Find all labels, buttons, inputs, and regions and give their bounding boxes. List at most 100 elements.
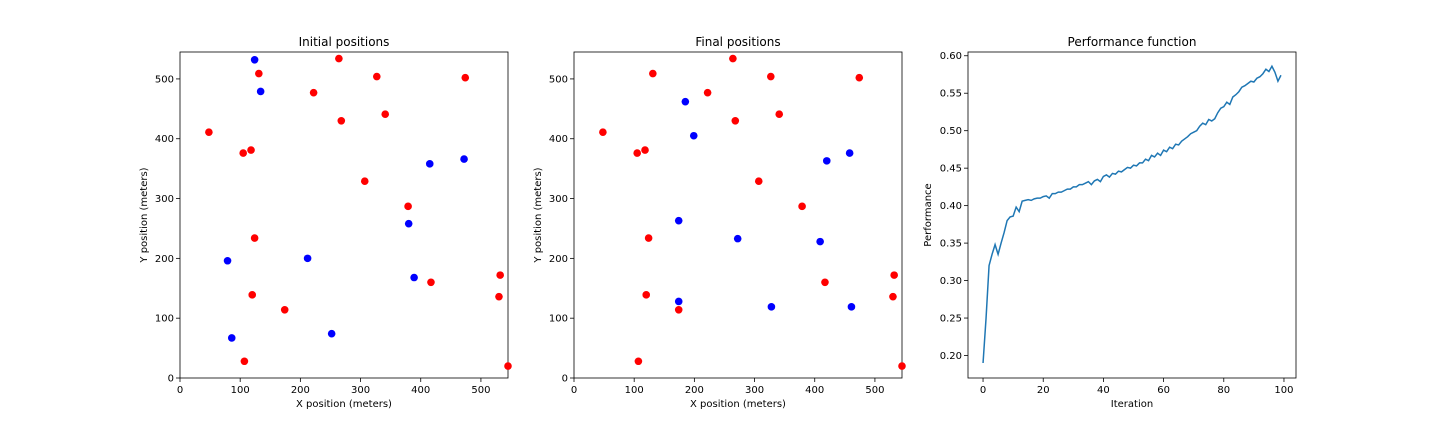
scatter-point [239, 149, 247, 157]
scatter-point [733, 234, 742, 243]
scatter-point [248, 291, 257, 299]
scatter-points [599, 54, 906, 370]
chart-title: Initial positions [299, 35, 390, 49]
x-tick-label: 100 [1274, 385, 1293, 396]
x-tick-label: 0 [177, 385, 183, 396]
scatter-point [335, 54, 343, 63]
y-tick-label: 500 [155, 74, 174, 85]
axis-ticks: 0 20 40 60 80 100 0.20 0.25 0.30 0.35 0.40 0.45 0.50… [940, 51, 1294, 396]
y-tick-label: 100 [549, 314, 568, 325]
x-axis-label: X position (meters) [690, 399, 786, 410]
scatter-point [410, 273, 418, 282]
scatter-point [644, 234, 653, 242]
scatter-point [247, 146, 255, 154]
scatter-point [845, 149, 854, 157]
scatter-point [496, 271, 504, 279]
plot-frame [967, 51, 1297, 379]
y-tick-label: 200 [155, 254, 174, 265]
scatter-point [280, 306, 289, 314]
x-tick-label: 400 [805, 385, 824, 396]
scatter-point [754, 177, 763, 186]
scatter-point [223, 256, 232, 265]
y-tick-label: 0.20 [940, 351, 962, 362]
scatter-point [775, 110, 784, 119]
scatter-point [689, 131, 698, 140]
scatter-point [633, 149, 641, 157]
y-tick-label: 0 [562, 374, 568, 385]
y-tick-label: 100 [155, 314, 174, 325]
y-tick-label: 0.35 [940, 239, 962, 250]
x-tick-label: 40 [1097, 385, 1110, 396]
scatter-point [460, 155, 468, 163]
y-tick-label: 0.45 [940, 164, 962, 175]
scatter-point [855, 73, 864, 82]
scatter-point [495, 292, 503, 301]
scatter-point [250, 234, 259, 242]
scatter-point [889, 292, 897, 301]
scatter-point [642, 291, 651, 299]
scatter-point [798, 202, 806, 211]
y-tick-label: 0.25 [940, 314, 962, 325]
scatter-point [404, 219, 413, 228]
scatter-point [504, 362, 512, 370]
scatter-point [674, 306, 683, 314]
y-tick-label: 500 [549, 74, 568, 85]
scatter-point [227, 334, 236, 342]
y-tick-label: 0.30 [940, 276, 962, 287]
scatter-points [205, 54, 512, 370]
scatter-point [599, 128, 607, 136]
x-tick-label: 100 [231, 385, 250, 396]
x-tick-label: 300 [745, 385, 764, 396]
y-tick-label: 300 [549, 194, 568, 205]
plot-frame [573, 51, 903, 379]
y-tick-label: 0.60 [940, 51, 962, 62]
scatter-point [822, 157, 831, 165]
x-tick-label: 300 [351, 385, 370, 396]
scatter-point [674, 297, 683, 306]
scatter-point [250, 55, 259, 64]
scatter-point [381, 110, 390, 119]
scatter-point [205, 128, 213, 136]
scatter-point [767, 303, 776, 311]
x-tick-label: 100 [625, 385, 644, 396]
scatter-point [360, 177, 369, 186]
scatter-point [634, 357, 643, 366]
scatter-point [821, 278, 829, 287]
chart-title: Final positions [695, 35, 780, 49]
y-axis-label: Y position (meters) [139, 167, 150, 263]
x-tick-label: 0 [980, 385, 986, 396]
y-tick-label: 0.55 [940, 89, 962, 100]
axis-ticks: 0 100 200 300 400 500 0 100 200 300 400 500 [155, 74, 491, 396]
y-tick-label: 200 [549, 254, 568, 265]
plot-frame [179, 51, 509, 379]
x-axis-label: X position (meters) [296, 399, 392, 410]
scatter-point [373, 72, 381, 81]
x-tick-label: 20 [1037, 385, 1050, 396]
y-axis-label: Performance [923, 183, 934, 246]
scatter-point [703, 88, 712, 97]
chart-title: Performance function [1068, 35, 1197, 49]
series-line [982, 64, 1282, 364]
y-tick-label: 0.40 [940, 201, 962, 212]
scatter-point [729, 54, 737, 63]
scatter-point [767, 72, 775, 81]
performance-chart: Performance function Iteration Performan… [923, 35, 1297, 410]
final-positions-chart: Final positions X position (meters) Y po… [533, 35, 906, 410]
scatter-point [327, 329, 336, 338]
x-tick-label: 400 [411, 385, 430, 396]
x-tick-label: 60 [1157, 385, 1170, 396]
x-tick-label: 80 [1217, 385, 1230, 396]
scatter-point [641, 146, 649, 154]
scatter-point [337, 116, 346, 125]
scatter-point [255, 69, 263, 78]
y-tick-label: 0 [168, 374, 174, 385]
scatter-point [649, 69, 657, 78]
scatter-point [681, 97, 690, 106]
axis-ticks: 0 100 200 300 400 500 0 100 200 300 400 500 [549, 74, 885, 396]
x-tick-label: 200 [685, 385, 704, 396]
y-tick-label: 400 [549, 134, 568, 145]
initial-positions-chart: Initial positions X position (meters) Y … [139, 35, 512, 410]
scatter-point [847, 303, 856, 311]
scatter-point [309, 88, 318, 97]
